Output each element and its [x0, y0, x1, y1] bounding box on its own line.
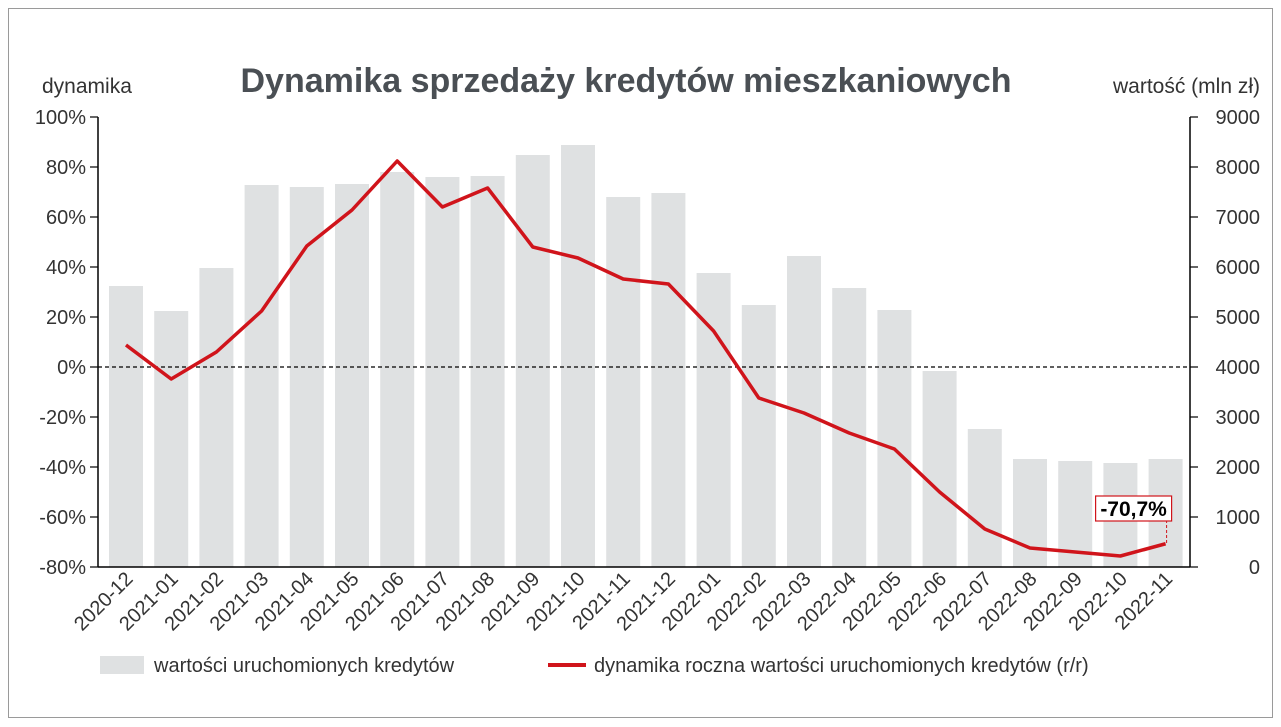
- annotation-label: -70,7%: [1100, 498, 1167, 521]
- bar: [651, 193, 686, 567]
- bar: [335, 184, 369, 567]
- right-tick-label: 3000: [1216, 407, 1261, 429]
- left-tick-label: 20%: [46, 307, 86, 329]
- left-tick-label: 0%: [57, 357, 86, 379]
- left-tick-label: -20%: [39, 407, 86, 429]
- bar: [425, 177, 460, 567]
- bar: [515, 155, 550, 567]
- dynamics-line: [124, 159, 1167, 558]
- bar: [109, 286, 143, 567]
- left-tick-label: -80%: [39, 557, 86, 579]
- left-tick-label: 40%: [46, 257, 86, 279]
- left-tick-label: 80%: [46, 157, 86, 179]
- right-tick-label: 7000: [1216, 207, 1261, 229]
- right-tick-label: 1000: [1216, 507, 1261, 529]
- bar: [922, 371, 957, 567]
- bar: [967, 429, 1002, 567]
- bar: [741, 305, 776, 567]
- right-tick-label: 4000: [1216, 357, 1261, 379]
- left-tick-label: -40%: [39, 457, 86, 479]
- right-tick-label: 2000: [1216, 457, 1261, 479]
- bar: [696, 273, 731, 567]
- bar: [470, 176, 505, 567]
- legend: wartości uruchomionych kredytów dynamika…: [100, 655, 1089, 677]
- bar: [244, 185, 279, 567]
- bar: [380, 172, 415, 567]
- right-axis-label: wartość (mln zł): [1112, 75, 1260, 98]
- right-tick-label: 5000: [1216, 307, 1261, 329]
- chart-title: Dynamika sprzedaży kredytów mieszkaniowy…: [241, 62, 1012, 100]
- bar: [606, 197, 641, 567]
- right-tick-label: 9000: [1216, 107, 1261, 129]
- right-tick-label: 6000: [1216, 257, 1261, 279]
- chart-frame: [8, 8, 1273, 718]
- legend-label-bars: wartości uruchomionych kredytów: [153, 655, 455, 677]
- left-tick-label: 100%: [35, 107, 86, 129]
- bar: [877, 310, 912, 567]
- bar: [199, 268, 234, 567]
- bar: [154, 311, 189, 567]
- left-tick-label: 60%: [46, 207, 86, 229]
- left-axis-label: dynamika: [42, 75, 132, 98]
- right-tick-label: 0: [1249, 557, 1260, 579]
- left-tick-label: -60%: [39, 507, 86, 529]
- legend-label-line: dynamika roczna wartości uruchomionych k…: [594, 655, 1089, 677]
- bar: [561, 145, 595, 567]
- annotation-box: [1094, 495, 1173, 522]
- bar: [289, 187, 324, 567]
- right-tick-label: 8000: [1216, 157, 1261, 179]
- legend-swatch-bars: [100, 656, 144, 674]
